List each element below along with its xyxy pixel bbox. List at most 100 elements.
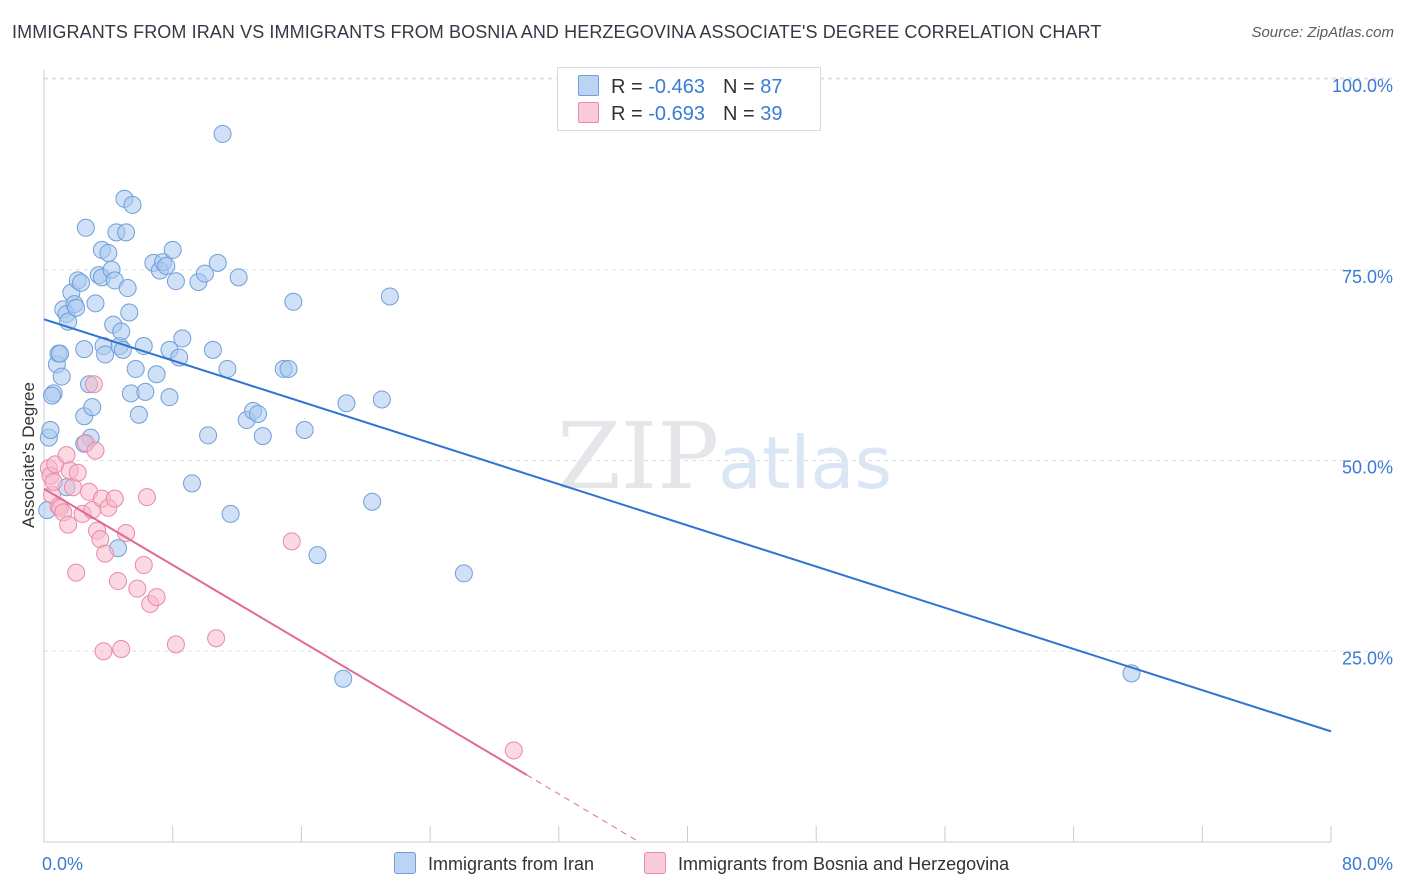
iran-point bbox=[126, 359, 145, 378]
iran-point bbox=[334, 669, 353, 688]
chart-source: Source: ZipAtlas.com bbox=[1251, 24, 1394, 41]
iran-point bbox=[203, 340, 222, 359]
iran-point bbox=[86, 294, 105, 313]
iran-point bbox=[229, 268, 248, 287]
bosnia-point bbox=[105, 489, 124, 508]
y-tick-label-25: 25.0% bbox=[1342, 648, 1393, 668]
legend-row-bosnia: R = -0.693 N = 39 bbox=[578, 102, 782, 126]
legend-row-iran: R = -0.463 N = 87 bbox=[578, 75, 782, 99]
iran-point bbox=[157, 256, 176, 275]
bosnia-point bbox=[112, 639, 131, 658]
y-axis-label: Associate's Degree bbox=[19, 382, 38, 528]
bottom-legend-iran: Immigrants from Iran bbox=[394, 852, 594, 875]
bottom-legend-label-iran: Immigrants from Iran bbox=[428, 854, 595, 874]
axes bbox=[43, 70, 1332, 843]
bosnia-point bbox=[109, 572, 128, 591]
bosnia-point bbox=[147, 588, 166, 607]
iran-point bbox=[43, 386, 62, 405]
iran-point bbox=[213, 124, 232, 143]
iran-point bbox=[76, 218, 95, 237]
iran-point bbox=[166, 272, 185, 291]
iran-point bbox=[72, 273, 91, 292]
watermark-atlas: atlas bbox=[718, 421, 892, 505]
iran-point bbox=[380, 287, 399, 306]
iran-point bbox=[120, 303, 139, 322]
y-tick-label-50: 50.0% bbox=[1342, 458, 1393, 478]
iran-point bbox=[372, 390, 391, 409]
legend-n-label-bosnia: N = bbox=[722, 103, 761, 125]
iran-point bbox=[195, 264, 214, 283]
bosnia-point bbox=[67, 563, 86, 582]
iran-point bbox=[363, 492, 382, 511]
iran-point bbox=[112, 322, 131, 341]
iran-point bbox=[253, 427, 272, 446]
bosnia-point bbox=[128, 579, 147, 598]
bosnia-point bbox=[134, 556, 153, 575]
bosnia-point bbox=[207, 629, 226, 648]
legend-r-label-iran: R = bbox=[611, 76, 649, 98]
bosnia-point bbox=[68, 463, 87, 482]
iran-point bbox=[129, 405, 148, 424]
bosnia-point bbox=[86, 441, 105, 460]
series-bosnia-points bbox=[39, 375, 523, 760]
bosnia-point bbox=[94, 642, 113, 661]
iran-point bbox=[123, 195, 142, 214]
iran-point bbox=[163, 240, 182, 259]
iran-point bbox=[96, 345, 115, 364]
bosnia-trend-line bbox=[43, 487, 528, 776]
bosnia-point bbox=[96, 544, 115, 563]
legend-n-value-bosnia: 39 bbox=[760, 103, 783, 125]
bosnia-point bbox=[84, 375, 103, 394]
iran-point bbox=[41, 420, 60, 439]
iran-point bbox=[183, 474, 202, 493]
legend-r-label-bosnia: R = bbox=[611, 103, 649, 125]
bottom-legend-swatch-bosnia bbox=[644, 852, 666, 874]
correlation-legend: R = -0.463 N = 87 R = -0.693 N = 39 bbox=[557, 67, 821, 131]
legend-swatch-bosnia bbox=[578, 102, 599, 123]
bosnia-point bbox=[282, 532, 301, 551]
bosnia-trend-extension bbox=[526, 774, 640, 843]
legend-r-value-bosnia: -0.693 bbox=[648, 103, 705, 125]
iran-point bbox=[83, 398, 102, 417]
bosnia-point bbox=[504, 741, 523, 760]
iran-point bbox=[147, 365, 166, 384]
iran-point bbox=[208, 253, 227, 272]
iran-point bbox=[199, 426, 218, 445]
x-tick-label-0: 0.0% bbox=[42, 854, 83, 874]
zipatlas-watermark: ZIP atlas bbox=[557, 403, 892, 510]
iran-point bbox=[52, 367, 71, 386]
bottom-legend-bosnia: Immigrants from Bosnia and Herzegovina bbox=[644, 852, 1009, 875]
grid-lines bbox=[44, 77, 1392, 652]
iran-trend-line bbox=[43, 318, 1332, 733]
legend-r-value-iran: -0.463 bbox=[648, 76, 705, 98]
iran-point bbox=[284, 292, 303, 311]
bosnia-point bbox=[57, 446, 76, 465]
iran-point bbox=[337, 394, 356, 413]
iran-point bbox=[51, 344, 70, 363]
iran-point bbox=[99, 243, 118, 262]
trend-lines bbox=[43, 318, 1332, 843]
watermark-zip: ZIP bbox=[557, 403, 719, 510]
iran-point bbox=[67, 298, 86, 317]
bosnia-point bbox=[59, 515, 78, 534]
y-tick-label-100: 100.0% bbox=[1332, 76, 1393, 96]
bosnia-point bbox=[137, 488, 156, 507]
bottom-legend-swatch-iran bbox=[394, 852, 416, 874]
iran-point bbox=[295, 420, 314, 439]
bosnia-point bbox=[44, 472, 63, 491]
iran-point bbox=[75, 340, 94, 359]
legend-swatch-iran bbox=[578, 75, 599, 96]
iran-point bbox=[117, 223, 136, 242]
iran-point bbox=[248, 404, 267, 423]
iran-point bbox=[173, 329, 192, 348]
legend-n-value-iran: 87 bbox=[760, 76, 783, 98]
legend-n-label-iran: N = bbox=[722, 76, 761, 98]
chart-title: IMMIGRANTS FROM IRAN VS IMMIGRANTS FROM … bbox=[12, 22, 1102, 42]
iran-point bbox=[218, 359, 237, 378]
bottom-legend-label-bosnia: Immigrants from Bosnia and Herzegovina bbox=[678, 854, 1010, 874]
iran-point bbox=[160, 388, 179, 407]
iran-point bbox=[308, 546, 327, 565]
x-tick-label-80: 80.0% bbox=[1342, 854, 1393, 874]
y-tick-label-75: 75.0% bbox=[1342, 267, 1393, 287]
